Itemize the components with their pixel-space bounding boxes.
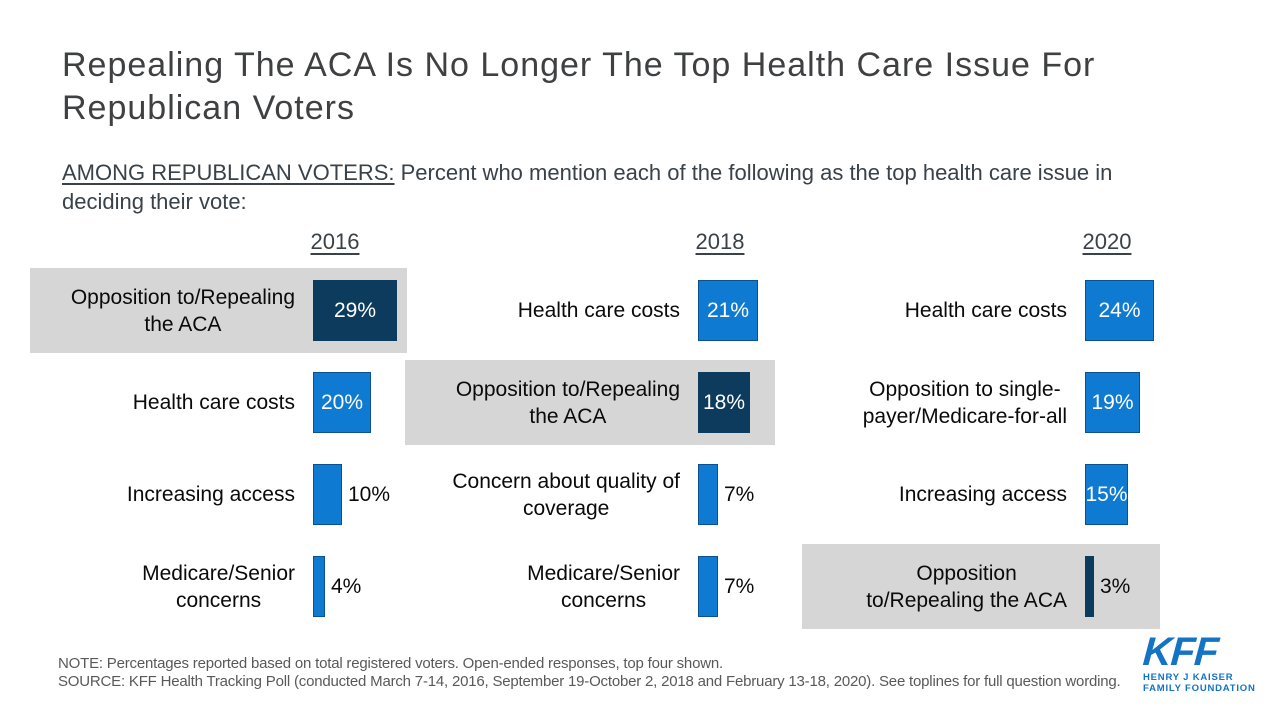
bar-area: 18% <box>698 372 775 433</box>
column-2018: Health care costs 21% Opposition to/Repeal… <box>405 268 775 636</box>
page-title: Repealing The ACA Is No Longer The Top H… <box>62 46 1096 127</box>
bar-area: 7% <box>698 464 775 525</box>
bar <box>313 464 342 525</box>
category-label-cell: Opposition to/Repealing the ACA <box>30 268 305 353</box>
bar-area: 15% <box>1085 464 1160 525</box>
value-label: 3% <box>1100 574 1131 598</box>
subtitle-line1: AMONG REPUBLICAN VOTERS: Percent who men… <box>62 158 1252 187</box>
bar-row: Health care costs 21% <box>405 268 775 353</box>
bar-row: Opposition to/Repealing the ACA 3% <box>802 544 1160 629</box>
footnotes: NOTE: Percentages reported based on tota… <box>58 655 1121 691</box>
value-label: 21% <box>706 298 750 322</box>
bar-area: 20% <box>313 372 407 433</box>
value-label: 18% <box>702 390 746 414</box>
subtitle: AMONG REPUBLICAN VOTERS: Percent who men… <box>62 158 1252 216</box>
bar: 24% <box>1085 280 1154 341</box>
category-label: Opposition to/Repealing the ACA <box>455 377 680 428</box>
category-label-cell: Health care costs <box>802 268 1077 353</box>
category-label-cell: Increasing access <box>30 452 305 537</box>
category-label-cell: Opposition to/Repealing the ACA <box>802 544 1077 629</box>
bar-row: Increasing access 15% <box>802 452 1160 537</box>
bar-row: Health care costs 24% <box>802 268 1160 353</box>
value-label: 4% <box>331 574 362 598</box>
category-label: Health care costs <box>517 299 680 322</box>
category-label-cell: Health care costs <box>30 360 305 445</box>
category-label: Opposition to/Repealing the ACA <box>866 561 1067 612</box>
value-label: 24% <box>1098 298 1141 322</box>
value-label: 10% <box>348 482 391 506</box>
bar-row: Medicare/Senior concerns 7% <box>405 544 775 629</box>
category-label-cell: Medicare/Senior concerns <box>405 544 690 629</box>
bar-area: 3% <box>1085 556 1160 617</box>
bar-row: Concern about quality of coverage 7% <box>405 452 775 537</box>
bar <box>1085 556 1094 617</box>
bar: 20% <box>313 372 371 433</box>
category-label: Increasing access <box>126 483 295 506</box>
category-label: Health care costs <box>132 391 295 414</box>
subtitle-rest: Percent who mention each of the followin… <box>394 160 1113 185</box>
bar: 18% <box>698 372 750 433</box>
value-label: 15% <box>1085 482 1128 506</box>
bar <box>698 556 718 617</box>
value-label: 29% <box>333 298 377 322</box>
bar-row: Increasing access 10% <box>30 452 407 537</box>
category-label: Opposition to single-payer/Medicare-for-… <box>862 377 1067 428</box>
column-2020: Health care costs 24% Opposition to single… <box>802 268 1160 636</box>
bar <box>313 556 325 617</box>
subtitle-prefix: AMONG REPUBLICAN VOTERS: <box>62 160 395 185</box>
bar-row: Health care costs 20% <box>30 360 407 445</box>
category-label: Opposition to/Repealing the ACA <box>70 285 295 336</box>
bar-area: 29% <box>313 280 407 341</box>
value-label: 20% <box>320 390 364 414</box>
bar-area: 4% <box>313 556 407 617</box>
bar-row: Opposition to/Repealing the ACA 18% <box>405 360 775 445</box>
category-label: Medicare/Senior concerns <box>142 561 295 612</box>
year-header-2018: 2018 <box>695 229 745 254</box>
category-label: Medicare/Senior concerns <box>527 561 680 612</box>
bar <box>698 464 718 525</box>
value-label: 19% <box>1091 390 1134 414</box>
kff-logo: KFF HENRY J KAISER FAMILY FOUNDATION <box>1141 630 1256 694</box>
year-header-2016: 2016 <box>310 229 360 254</box>
column-2016: Opposition to/Repealing the ACA 29% Health … <box>30 268 407 636</box>
bar-area: 10% <box>313 464 407 525</box>
kff-logo-acronym: KFF <box>1141 630 1220 674</box>
bar-area: 19% <box>1085 372 1160 433</box>
category-label-cell: Opposition to/Repealing the ACA <box>405 360 690 445</box>
bar: 21% <box>698 280 758 341</box>
category-label: Concern about quality of coverage <box>452 469 680 520</box>
bar-area: 7% <box>698 556 775 617</box>
bar-row: Medicare/Senior concerns 4% <box>30 544 407 629</box>
category-label-cell: Health care costs <box>405 268 690 353</box>
bar: 15% <box>1085 464 1128 525</box>
bar-area: 21% <box>698 280 775 341</box>
category-label: Increasing access <box>898 483 1067 506</box>
kff-logo-line1: HENRY J KAISER <box>1143 672 1234 683</box>
year-header-2020: 2020 <box>1082 229 1132 254</box>
bar-row: Opposition to/Repealing the ACA 29% <box>30 268 407 353</box>
category-label-cell: Opposition to single-payer/Medicare-for-… <box>802 360 1077 445</box>
bar-area: 24% <box>1085 280 1160 341</box>
source-text: SOURCE: KFF Health Tracking Poll (conduc… <box>58 673 1121 690</box>
category-label-cell: Increasing access <box>802 452 1077 537</box>
category-label-cell: Concern about quality of coverage <box>405 452 690 537</box>
category-label-cell: Medicare/Senior concerns <box>30 544 305 629</box>
kff-logo-line2: FAMILY FOUNDATION <box>1143 683 1256 694</box>
value-label: 7% <box>724 482 755 506</box>
subtitle-line2: deciding their vote: <box>62 189 247 214</box>
bar: 29% <box>313 280 397 341</box>
category-label: Health care costs <box>904 299 1067 322</box>
bar: 19% <box>1085 372 1140 433</box>
value-label: 7% <box>724 574 755 598</box>
bar-row: Opposition to single-payer/Medicare-for-… <box>802 360 1160 445</box>
note-text: NOTE: Percentages reported based on tota… <box>58 655 723 672</box>
